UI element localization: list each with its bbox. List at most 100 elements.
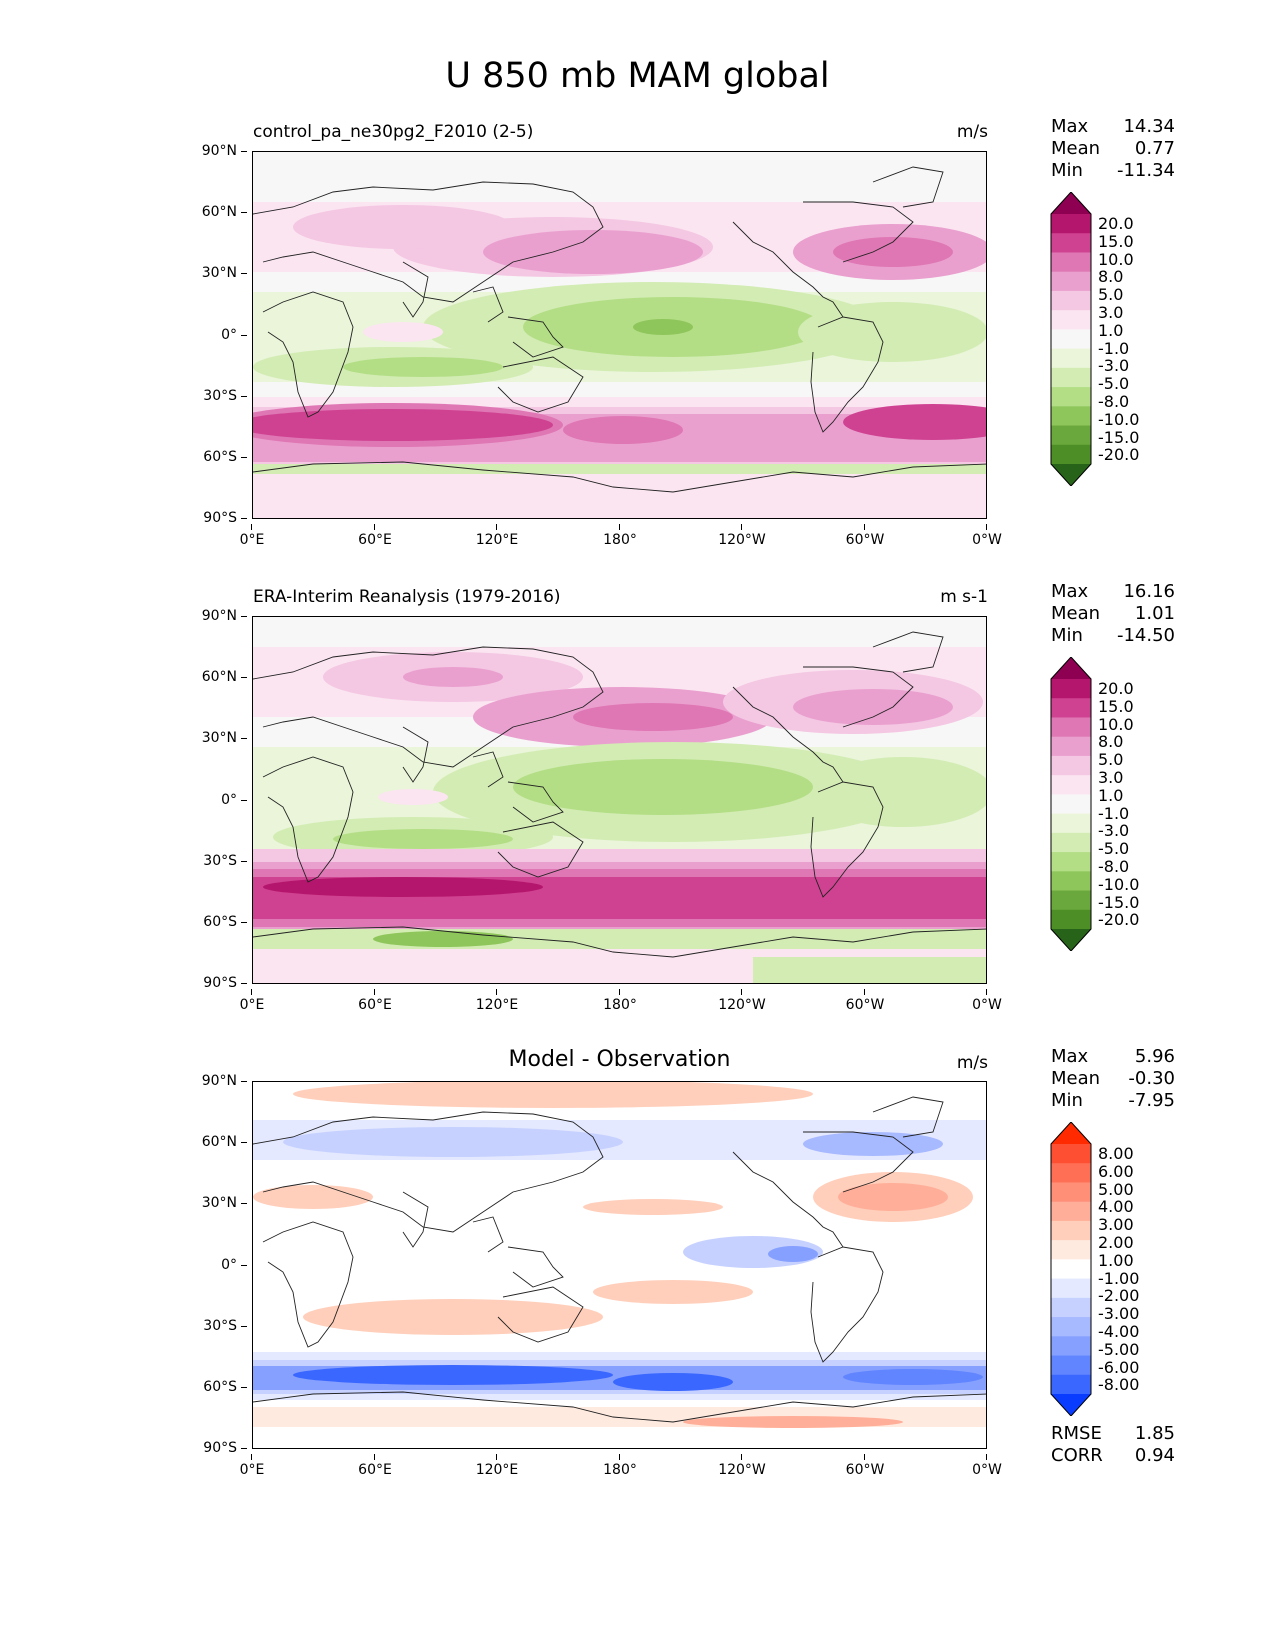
y-tick: 30°N: [177, 1195, 247, 1211]
colorbar-label: 3.0: [1098, 302, 1124, 322]
stat-label: Min: [1051, 625, 1083, 646]
colorbar-segment: [1051, 252, 1091, 273]
coastlines: [253, 1096, 986, 1423]
colorbar: [1050, 657, 1092, 951]
stats-box: Max 14.34 Mean 0.77 Min -11.34: [1051, 116, 1175, 182]
colorbar-segment: [1051, 329, 1091, 350]
units-label: m/s: [956, 1053, 988, 1073]
stat-value: -7.95: [1128, 1090, 1175, 1111]
colorbar-segment: [1051, 832, 1091, 853]
colorbar-segment: [1051, 890, 1091, 911]
colorbar-label: 4.00: [1098, 1197, 1134, 1217]
colorbar-segment: [1051, 271, 1091, 292]
colorbar-label: -8.0: [1098, 391, 1130, 411]
x-tick: 0°W: [957, 989, 1017, 1013]
colorbar-label: -15.0: [1098, 427, 1140, 447]
panel-title: Model - Observation: [508, 1047, 731, 1072]
colorbar-label: -8.0: [1098, 856, 1130, 876]
colorbar-labels: 8.00 6.00 5.00 4.00 3.00 2.00 1.00 -1.00…: [1098, 1145, 1139, 1394]
colorbar-segment: [1051, 736, 1091, 757]
stat-label: Mean: [1051, 138, 1101, 159]
colorbar-segment: [1051, 698, 1091, 718]
colorbar-label: -5.0: [1098, 374, 1130, 394]
colorbar-label: 8.0: [1098, 267, 1124, 287]
colorbar-segment: [1051, 852, 1091, 872]
colorbar-segment: [1051, 406, 1091, 427]
x-tick: 120°E: [467, 524, 527, 548]
colorbar-label: -20.0: [1098, 910, 1140, 930]
y-tick: 60°N: [177, 669, 247, 685]
colorbar-label: -3.0: [1098, 356, 1130, 376]
colorbar-segment: [1051, 1240, 1091, 1260]
colorbar-label: 10.0: [1098, 249, 1134, 269]
stat-value: 0.77: [1134, 138, 1175, 159]
colorbar-label: 5.00: [1098, 1179, 1134, 1199]
colorbar-extend-max: [1051, 192, 1091, 214]
colorbar-segment: [1051, 1355, 1091, 1376]
stat-value: -0.30: [1128, 1068, 1175, 1089]
colorbar-segment: [1051, 1259, 1091, 1280]
stat-value: 5.96: [1134, 1046, 1175, 1067]
colorbar-label: -8.00: [1098, 1375, 1140, 1395]
x-tick: 120°W: [712, 1454, 772, 1478]
coastlines: [253, 631, 986, 958]
panel-title: control_pa_ne30pg2_F2010 (2-5): [253, 122, 534, 142]
x-tick: 0°E: [222, 524, 282, 548]
stat-label: RMSE: [1051, 1423, 1102, 1444]
colorbar-label: 10.0: [1098, 714, 1134, 734]
colorbar-segment: [1051, 813, 1091, 834]
stat-value: 1.85: [1134, 1423, 1175, 1444]
stat-label: Max: [1051, 1046, 1089, 1067]
y-tick: 60°N: [177, 1134, 247, 1150]
colorbar-extend-max: [1051, 1122, 1091, 1144]
figure-title: U 850 mb MAM global: [445, 56, 830, 96]
colorbar-label: 15.0: [1098, 696, 1134, 716]
stat-label: Min: [1051, 160, 1083, 181]
map-observation[interactable]: [252, 616, 987, 984]
x-tick: 0°E: [222, 989, 282, 1013]
colorbar-segment: [1051, 1374, 1091, 1395]
colorbar-label: 8.0: [1098, 732, 1124, 752]
colorbar-segment: [1051, 367, 1091, 388]
colorbar-label: 8.00: [1098, 1144, 1134, 1163]
colorbar-segment: [1051, 348, 1091, 369]
colorbar-segment: [1051, 1182, 1091, 1203]
colorbar-segment: [1051, 755, 1091, 776]
contour-field: [253, 152, 986, 518]
panel-title: ERA-Interim Reanalysis (1979-2016): [253, 587, 561, 607]
colorbar-label: 20.0: [1098, 679, 1134, 698]
y-tick: 90°S: [177, 1440, 247, 1456]
map-difference[interactable]: [252, 1081, 987, 1449]
stat-value: 1.01: [1134, 603, 1175, 624]
map-model[interactable]: [252, 151, 987, 519]
colorbar-label: 1.0: [1098, 320, 1124, 340]
contour-field: [253, 617, 986, 983]
colorbar-segment: [1051, 1201, 1091, 1222]
colorbar-segment: [1051, 1278, 1091, 1299]
stat-value: 16.16: [1123, 581, 1175, 602]
x-tick: 0°W: [957, 524, 1017, 548]
colorbar-segment: [1051, 444, 1091, 465]
colorbar-segment: [1051, 1144, 1091, 1164]
x-tick: 60°W: [835, 989, 895, 1013]
colorbar-segment: [1051, 1297, 1091, 1318]
x-tick: 180°: [590, 524, 650, 548]
colorbar-label: 5.0: [1098, 750, 1124, 770]
colorbar-label: -6.00: [1098, 1357, 1140, 1377]
colorbar: [1050, 192, 1092, 486]
y-tick: 30°S: [177, 853, 247, 869]
colorbar-label: -4.00: [1098, 1321, 1140, 1341]
stat-label: Mean: [1051, 1068, 1101, 1089]
stats-box: Max 16.16 Mean 1.01 Min -14.50: [1051, 581, 1175, 647]
colorbar-outline: [1050, 1122, 1092, 1416]
colorbar-label: 3.0: [1098, 767, 1124, 787]
x-tick: 120°W: [712, 989, 772, 1013]
colorbar-segment: [1051, 871, 1091, 892]
colorbar-label: -1.0: [1098, 803, 1130, 823]
colorbar-label: 15.0: [1098, 231, 1134, 251]
colorbar-label: 1.0: [1098, 785, 1124, 805]
y-tick: 0°: [177, 327, 247, 343]
stat-value: -14.50: [1116, 625, 1175, 646]
colorbar-extend-min: [1051, 1394, 1091, 1416]
colorbar-segment: [1051, 290, 1091, 311]
